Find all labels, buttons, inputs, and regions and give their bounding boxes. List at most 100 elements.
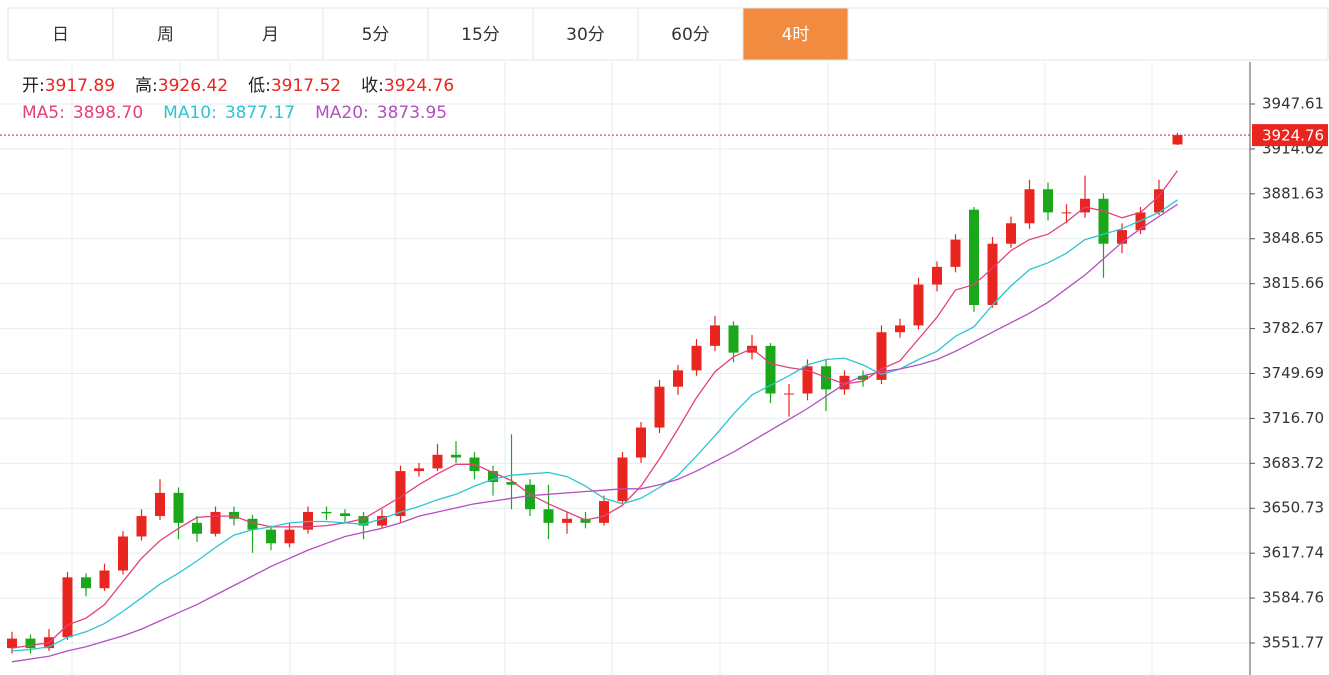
y-tick-label: 3782.67 [1262, 319, 1324, 337]
candle-body [81, 577, 91, 589]
tab[interactable] [322, 7, 429, 61]
candle-body [266, 529, 276, 544]
candle-body [1154, 189, 1164, 213]
tab-label[interactable]: 4时 [782, 25, 810, 45]
tab[interactable] [532, 7, 639, 61]
candle-body [395, 471, 406, 517]
tab-label[interactable]: 15分 [461, 25, 500, 45]
tab[interactable] [637, 7, 744, 61]
candle-body [7, 638, 17, 649]
candle-body [1061, 212, 1072, 214]
candle-body [1043, 189, 1053, 213]
tab-label[interactable]: 月 [262, 25, 279, 45]
candle-body [247, 518, 258, 530]
candle-body [1098, 198, 1109, 244]
ohlc-value: 3924.76 [384, 76, 454, 96]
ohlc-value: 3926.42 [158, 76, 228, 96]
candle-body [192, 522, 202, 534]
ohlc-value: 3917.52 [271, 76, 341, 96]
ma-line [11, 199, 1178, 652]
candle-body [987, 243, 998, 305]
candle-body [580, 518, 591, 523]
candle-body [155, 492, 165, 517]
tab-label[interactable]: 30分 [566, 25, 605, 45]
y-tick-label: 3815.66 [1262, 274, 1324, 292]
candle-body [432, 454, 443, 469]
candle-body [654, 386, 665, 428]
ohlc-label: 低: [248, 76, 271, 96]
candle-body [173, 492, 184, 523]
candle-body [895, 325, 905, 333]
ohlc-label: 收: [361, 76, 384, 96]
y-tick-label: 3881.63 [1262, 184, 1324, 202]
candle-body [1024, 189, 1035, 224]
y-tick-label: 3848.65 [1262, 229, 1324, 247]
legend-name: MA10: [163, 103, 217, 123]
candle-body [691, 345, 702, 371]
y-tick-label: 3551.77 [1262, 634, 1324, 652]
legend-name: MA5: [22, 103, 65, 123]
last-price-label: 3924.76 [1262, 127, 1324, 145]
candle-body [340, 513, 350, 517]
y-tick-label: 3683.72 [1262, 454, 1324, 472]
candle-body [617, 457, 628, 502]
candle-body [802, 366, 813, 394]
candle-body [118, 536, 128, 571]
candle-body [543, 509, 554, 523]
y-tick-label: 3650.73 [1262, 499, 1324, 517]
candle-body [1080, 198, 1090, 213]
ohlc-label: 开: [22, 76, 45, 96]
candle-body [932, 266, 942, 285]
tab-label[interactable]: 周 [157, 25, 174, 45]
candle-body [599, 501, 609, 523]
legend-name: MA20: [315, 103, 369, 123]
candle-body [950, 239, 961, 267]
candle-body [858, 375, 868, 380]
candle-body [765, 345, 776, 394]
tab[interactable] [217, 7, 324, 61]
legend-value: 3877.17 [225, 103, 295, 123]
candle-body [488, 471, 498, 483]
candle-body [562, 518, 572, 523]
candle-body [636, 427, 646, 458]
candle-body [1172, 135, 1183, 145]
y-tick-label: 3749.69 [1262, 364, 1324, 382]
candle-body [1117, 230, 1127, 244]
candle-body [25, 638, 36, 649]
tab[interactable] [7, 7, 114, 61]
y-tick-label: 3617.74 [1262, 544, 1324, 562]
ma-line [11, 170, 1179, 649]
candle-body [710, 325, 720, 346]
tab[interactable] [742, 7, 849, 61]
last-price-box [1252, 124, 1328, 147]
tab-label[interactable]: 5分 [362, 25, 390, 45]
ohlc-value: 3917.89 [45, 76, 115, 96]
candle-body [284, 529, 295, 544]
candle-body [62, 577, 73, 638]
candle-body [506, 482, 517, 485]
tab[interactable] [112, 7, 219, 61]
tab[interactable] [427, 7, 534, 61]
candle-body [210, 511, 221, 534]
candle-body [358, 516, 369, 526]
candle-body [728, 325, 739, 353]
candle-body [99, 570, 110, 589]
candle-body [136, 516, 147, 537]
candle-body [451, 454, 461, 458]
candle-body [673, 370, 683, 387]
candle-body [913, 284, 924, 326]
legend-value: 3898.70 [73, 103, 143, 123]
candle-body [303, 511, 313, 530]
tab-label[interactable]: 60分 [671, 25, 710, 45]
tab-label[interactable]: 日 [52, 25, 69, 45]
legend-value: 3873.95 [377, 103, 447, 123]
ohlc-label: 高: [135, 76, 158, 96]
candle-body [969, 209, 979, 305]
candle-body [876, 332, 887, 380]
candle-body [229, 511, 239, 519]
candle-body [377, 516, 387, 526]
candle-body [839, 375, 850, 390]
y-tick-label: 3947.61 [1262, 94, 1324, 112]
